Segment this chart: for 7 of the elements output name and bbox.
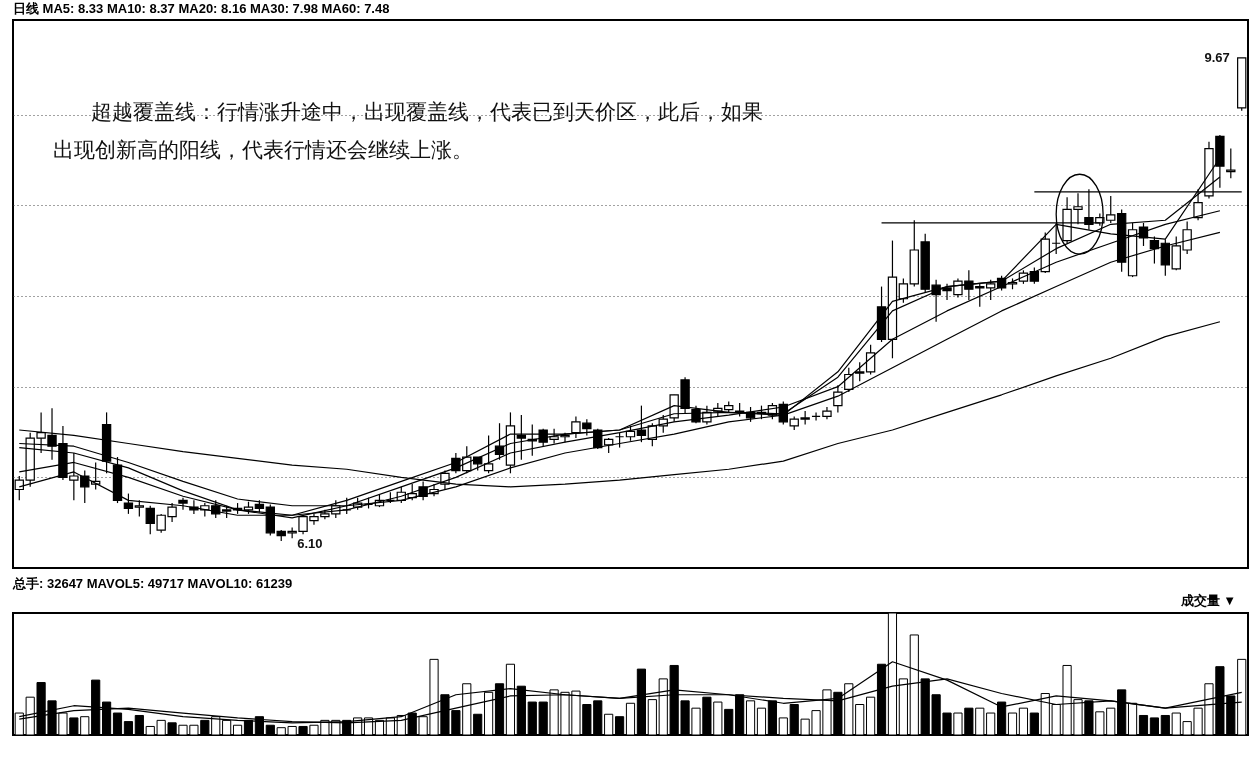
chart-title: 总手: 32647 MAVOL5: 49717 MAVOL10: 61239	[12, 576, 293, 591]
annotation: 出现创新高的阳线，代表行情还会继续上涨。	[53, 138, 473, 162]
annotation: 超越覆盖线：行情涨升途中，出现覆盖线，代表已到天价区，此后，如果	[91, 100, 763, 124]
annotation: 9.67	[1204, 49, 1230, 65]
chart-title: 日线 MA5: 8.33 MA10: 8.37 MA20: 8.16 MA30: 7.98 MA60: 7.48	[13, 1, 390, 16]
annotation: 6.10	[297, 535, 323, 551]
text: 成交量 ▼	[1179, 593, 1236, 608]
